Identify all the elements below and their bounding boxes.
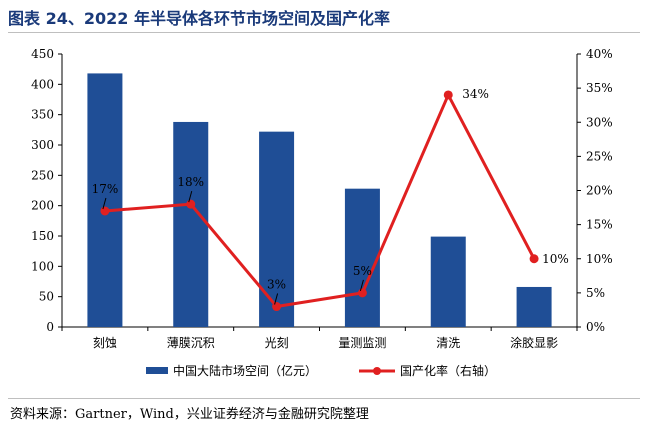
x-tick-label: 刻蚀 bbox=[93, 336, 117, 350]
right-tick-label: 40% bbox=[586, 47, 613, 61]
right-tick-label: 20% bbox=[586, 184, 613, 198]
left-tick-label: 450 bbox=[31, 47, 54, 61]
source-note: 资料来源：Gartner，Wind，兴业证券经济与金融研究院整理 bbox=[10, 407, 369, 422]
data-label: 5% bbox=[353, 264, 372, 278]
x-tick-label: 清洗 bbox=[436, 336, 460, 350]
line-point bbox=[100, 206, 110, 216]
title-divider bbox=[8, 32, 640, 33]
legend-label: 国产化率（右轴） bbox=[400, 363, 496, 378]
right-tick-label: 10% bbox=[586, 252, 613, 266]
data-label-leader bbox=[188, 191, 193, 203]
right-tick-label: 30% bbox=[586, 115, 613, 129]
legend-swatch-bar bbox=[146, 367, 168, 374]
chart: 0 50 100 150 200 250 300 350 400 450 0% 5% 10% 15% 20%… bbox=[31, 47, 613, 378]
data-label-leader bbox=[359, 279, 364, 292]
bar bbox=[173, 121, 209, 328]
left-tick-label: 250 bbox=[31, 168, 54, 182]
data-label: 18% bbox=[177, 175, 204, 189]
bar bbox=[430, 236, 466, 327]
chart-title: 图表 24、2022 年半导体各环节市场空间及国产化率 bbox=[8, 9, 390, 28]
right-tick-label: 15% bbox=[586, 218, 613, 232]
right-tick-label: 35% bbox=[586, 81, 613, 95]
legend-swatch-marker bbox=[373, 367, 381, 375]
left-tick-label: 200 bbox=[31, 199, 54, 213]
left-tick-label: 0 bbox=[46, 320, 54, 334]
left-tick-label: 350 bbox=[31, 108, 54, 122]
line-point bbox=[357, 288, 367, 298]
bar-series bbox=[87, 73, 552, 328]
left-tick-label: 300 bbox=[31, 138, 54, 152]
left-tick-label: 50 bbox=[39, 290, 54, 304]
bar bbox=[344, 188, 380, 327]
legend: 中国大陆市场空间（亿元） 国产化率（右轴） bbox=[146, 363, 496, 378]
line-point bbox=[443, 90, 453, 100]
data-label-leader bbox=[102, 197, 107, 210]
x-tick-label: 光刻 bbox=[265, 336, 289, 350]
data-label: 10% bbox=[542, 252, 569, 266]
x-tick-label: 量测监测 bbox=[338, 336, 386, 350]
data-labels: 17% 18% 3% 5% 34% 10% bbox=[92, 87, 569, 305]
right-tick-label: 0% bbox=[586, 320, 605, 334]
bar bbox=[516, 286, 552, 327]
line-path bbox=[104, 91, 536, 309]
left-tick-label: 100 bbox=[31, 259, 54, 273]
right-tick-label: 5% bbox=[586, 286, 605, 300]
data-label-leader bbox=[274, 293, 279, 305]
line-series bbox=[100, 90, 539, 312]
data-label: 3% bbox=[267, 278, 286, 292]
x-tick-label: 涂胶显影 bbox=[510, 335, 558, 350]
line-point bbox=[272, 302, 282, 312]
x-tick-label: 薄膜沉积 bbox=[167, 335, 215, 350]
data-label: 34% bbox=[462, 87, 489, 101]
data-label: 17% bbox=[92, 182, 119, 196]
line-point bbox=[186, 199, 196, 209]
left-tick-label: 150 bbox=[31, 229, 54, 243]
legend-label: 中国大陆市场空间（亿元） bbox=[173, 363, 317, 378]
left-tick-label: 400 bbox=[31, 77, 54, 91]
line-point bbox=[529, 254, 539, 264]
source-divider bbox=[8, 398, 640, 399]
axes: 0 50 100 150 200 250 300 350 400 450 0% 5% 10% 15% 20%… bbox=[31, 47, 613, 350]
right-tick-label: 25% bbox=[586, 149, 613, 163]
